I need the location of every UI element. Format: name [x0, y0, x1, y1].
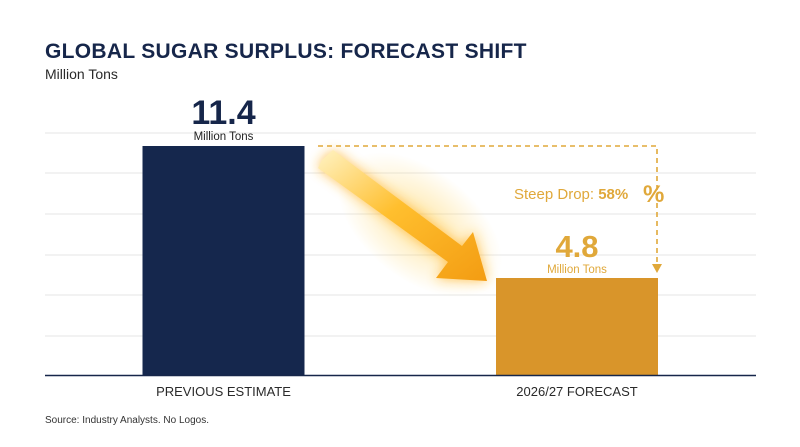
drop-annotation: Steep Drop: 58%%	[318, 145, 664, 298]
steep-drop-value: 58%	[598, 186, 628, 203]
bar-forecast	[496, 278, 658, 375]
category-label-previous: PREVIOUS ESTIMATE	[156, 384, 291, 399]
steep-drop-label: Steep Drop: 58%	[514, 186, 628, 203]
unit-label: Million Tons	[194, 131, 254, 143]
value-label-forecast: 4.8	[555, 229, 598, 264]
chart-title: GLOBAL SUGAR SURPLUS: FORECAST SHIFT	[45, 40, 527, 63]
chart-subtitle: Million Tons	[45, 66, 118, 82]
bars	[45, 146, 756, 377]
bar-previous-estimate	[142, 146, 305, 375]
steep-drop-prefix: Steep Drop:	[514, 186, 598, 203]
drop-arrow	[318, 150, 487, 281]
value-label-previous: 11.4	[191, 94, 255, 132]
category-label-forecast: 2026/27 FORECAST	[516, 384, 637, 399]
drop-bracket-dashed	[318, 145, 658, 270]
percent-symbol: %	[643, 181, 664, 208]
source-note: Source: Industry Analysts. No Logos.	[45, 415, 209, 426]
bracket-arrowhead	[652, 264, 662, 273]
unit-label: Million Tons	[547, 264, 607, 276]
